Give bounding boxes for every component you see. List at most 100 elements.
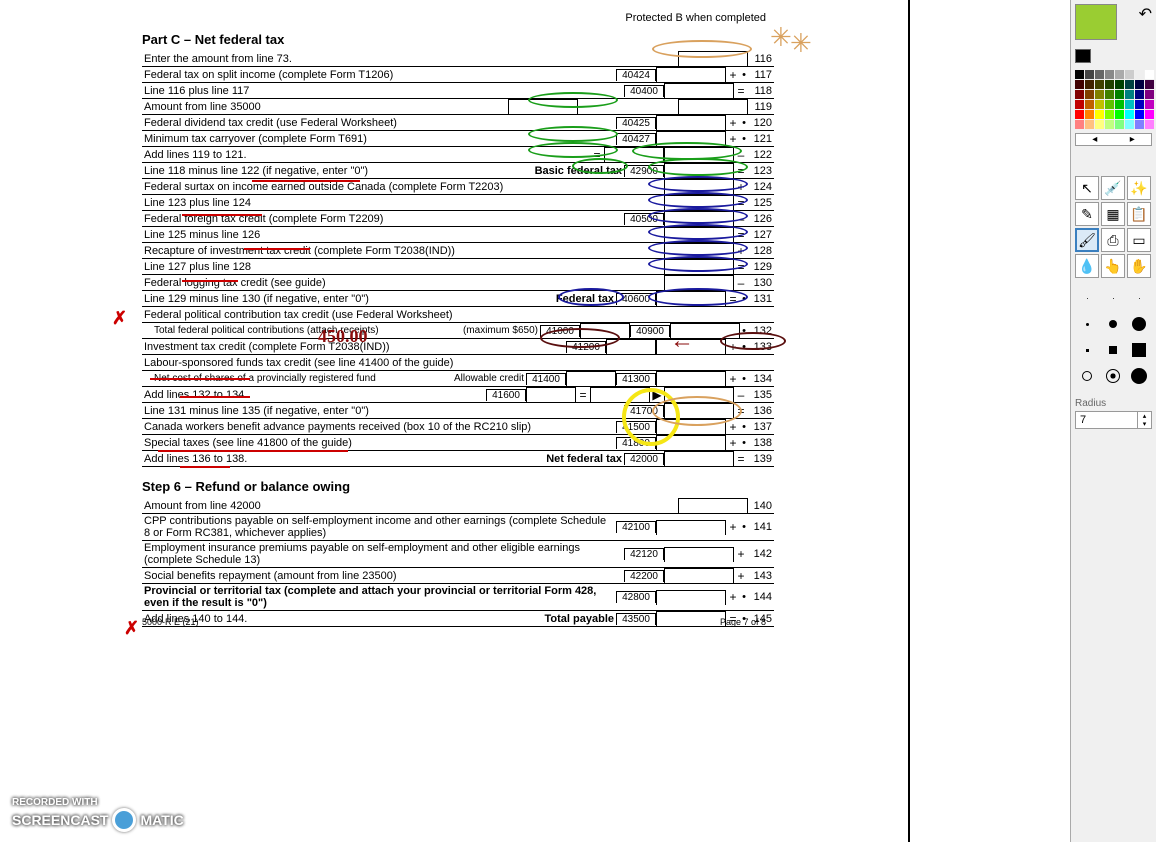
smudge-tool-icon[interactable]: 👆 (1101, 254, 1125, 278)
brush-sq-large[interactable] (1127, 338, 1151, 362)
value-box[interactable] (656, 371, 726, 386)
palette-swatch[interactable] (1145, 90, 1154, 99)
value-box[interactable] (580, 323, 630, 338)
value-box[interactable] (664, 227, 734, 242)
palette-swatch[interactable] (1135, 110, 1144, 119)
brush-tool-icon[interactable]: 🖌 (1075, 228, 1099, 252)
value-box[interactable] (590, 387, 650, 402)
value-box[interactable] (664, 147, 734, 162)
value-box[interactable] (678, 99, 748, 114)
value-box[interactable] (664, 243, 734, 258)
value-box[interactable] (656, 67, 726, 82)
palette-swatch[interactable] (1075, 110, 1084, 119)
value-box[interactable] (664, 387, 734, 402)
palette-swatch[interactable] (1125, 80, 1134, 89)
palette-swatch[interactable] (1145, 70, 1154, 79)
palette-swatch[interactable] (1115, 70, 1124, 79)
radius-down-icon[interactable]: ▾ (1137, 420, 1151, 428)
palette-swatch[interactable] (1075, 80, 1084, 89)
palette-swatch[interactable] (1095, 80, 1104, 89)
radius-up-icon[interactable]: ▴ (1137, 412, 1151, 420)
palette-swatch[interactable] (1115, 110, 1124, 119)
palette-swatch[interactable] (1075, 120, 1084, 129)
palette-swatch[interactable] (1085, 110, 1094, 119)
value-box[interactable] (678, 51, 748, 66)
palette-swatch[interactable] (1095, 70, 1104, 79)
brush-tiny-dot[interactable] (1075, 286, 1099, 310)
palette-swatch[interactable] (1105, 120, 1114, 129)
palette-swatch[interactable] (1085, 100, 1094, 109)
value-box[interactable] (664, 163, 734, 178)
palette-swatch[interactable] (1075, 70, 1084, 79)
palette-swatch[interactable] (1145, 120, 1154, 129)
value-box[interactable] (656, 291, 726, 306)
roller-tool-icon[interactable]: ▭ (1127, 228, 1151, 252)
radius-value[interactable]: 7 (1076, 412, 1137, 428)
value-box[interactable] (656, 435, 726, 450)
palette-swatch[interactable] (1115, 120, 1124, 129)
hand-tool-icon[interactable]: ✋ (1127, 254, 1151, 278)
value-box[interactable] (664, 403, 734, 418)
color-palette[interactable] (1075, 70, 1152, 129)
palette-swatch[interactable] (1135, 90, 1144, 99)
palette-swatch[interactable] (1085, 90, 1094, 99)
document-canvas[interactable]: Protected B when completed Part C – Net … (0, 0, 910, 842)
palette-swatch[interactable] (1085, 80, 1094, 89)
palette-swatch[interactable] (1115, 80, 1124, 89)
undo-icon[interactable]: ↶ (1139, 4, 1152, 24)
brush-dot-large[interactable] (1127, 312, 1151, 336)
brush-ring-med[interactable] (1101, 364, 1125, 388)
palette-swatch[interactable] (1125, 70, 1134, 79)
palette-swatch[interactable] (1145, 100, 1154, 109)
palette-swatch[interactable] (1075, 100, 1084, 109)
palette-swatch[interactable] (1095, 100, 1104, 109)
current-color-swatch[interactable] (1075, 4, 1117, 40)
palette-swatch[interactable] (1135, 70, 1144, 79)
value-box[interactable] (656, 520, 726, 535)
palette-swatch[interactable] (1125, 120, 1134, 129)
fg-bg-swatches[interactable] (1075, 49, 1152, 66)
value-box[interactable] (656, 339, 726, 354)
brush-sq-med[interactable] (1101, 338, 1125, 362)
palette-swatch[interactable] (1135, 120, 1144, 129)
brush-dot-med[interactable] (1101, 312, 1125, 336)
blur-tool-icon[interactable]: 💧 (1075, 254, 1099, 278)
value-box[interactable] (664, 195, 734, 210)
palette-swatch[interactable] (1145, 110, 1154, 119)
value-box[interactable] (656, 419, 726, 434)
magic-wand-tool-icon[interactable]: ✨ (1127, 176, 1151, 200)
value-box[interactable] (670, 323, 740, 338)
palette-swatch[interactable] (1105, 100, 1114, 109)
brush-ring-small[interactable] (1075, 364, 1099, 388)
value-box[interactable] (604, 147, 664, 162)
palette-swatch[interactable] (1145, 80, 1154, 89)
value-box[interactable] (606, 339, 656, 354)
palette-swatch[interactable] (1125, 110, 1134, 119)
value-box[interactable] (656, 590, 726, 605)
value-box[interactable] (656, 115, 726, 130)
value-box[interactable] (526, 387, 576, 402)
palette-swatch[interactable] (1105, 80, 1114, 89)
value-box[interactable] (664, 275, 734, 290)
value-box[interactable] (664, 211, 734, 226)
value-box[interactable] (678, 498, 748, 513)
palette-nav[interactable]: ◂▸ (1075, 133, 1152, 146)
palette-swatch[interactable] (1105, 90, 1114, 99)
palette-swatch[interactable] (1135, 100, 1144, 109)
palette-swatch[interactable] (1115, 90, 1124, 99)
palette-swatch[interactable] (1075, 90, 1084, 99)
palette-swatch[interactable] (1135, 80, 1144, 89)
pointer-tool-icon[interactable]: ↖ (1075, 176, 1099, 200)
value-box[interactable] (664, 83, 734, 98)
value-box[interactable] (566, 371, 616, 386)
radius-stepper[interactable]: 7 ▴▾ (1075, 411, 1152, 429)
stamp-tool-icon[interactable]: ⎙ (1101, 228, 1125, 252)
palette-swatch[interactable] (1085, 70, 1094, 79)
brush-tiny-dot[interactable] (1101, 286, 1125, 310)
value-box[interactable] (508, 99, 578, 114)
palette-swatch[interactable] (1095, 110, 1104, 119)
value-box[interactable] (664, 547, 734, 562)
palette-swatch[interactable] (1085, 120, 1094, 129)
value-box[interactable] (664, 259, 734, 274)
fill-tool-icon[interactable]: ▦ (1101, 202, 1125, 226)
